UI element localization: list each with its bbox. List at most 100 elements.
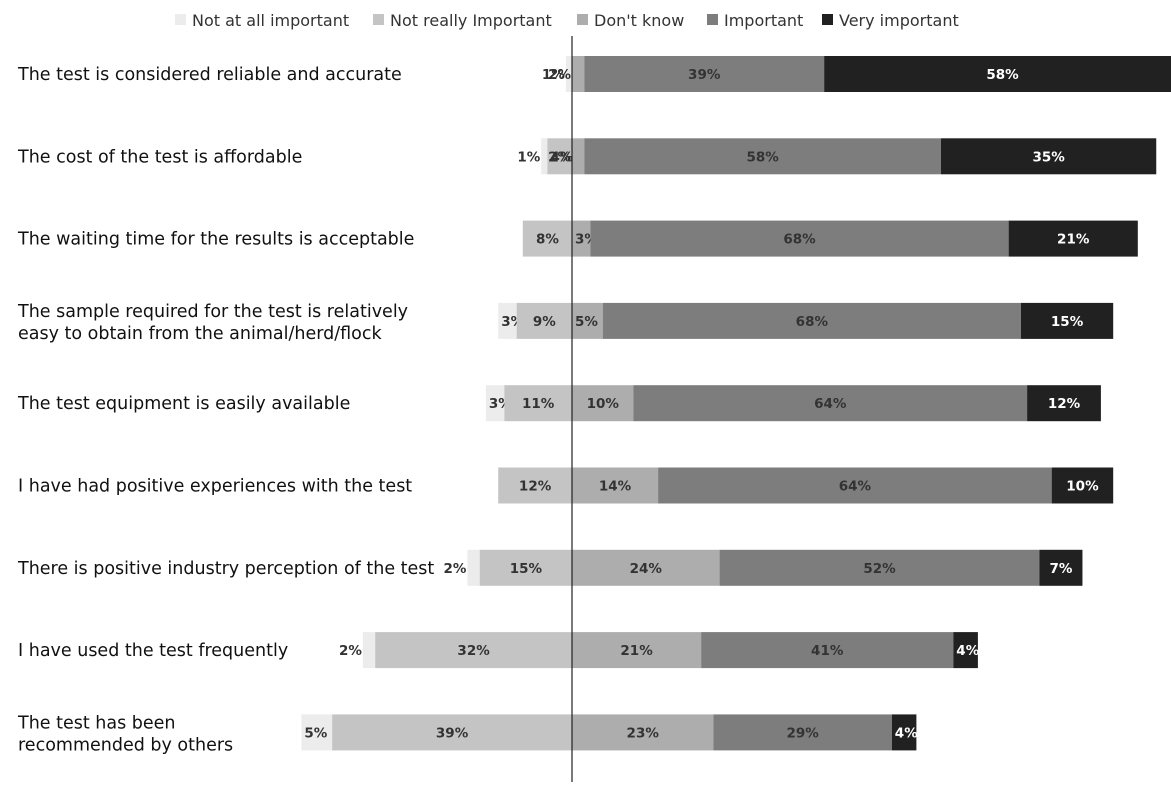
category-label: The waiting time for the results is acce… bbox=[17, 230, 414, 250]
bar-value-label: 8% bbox=[536, 232, 559, 248]
bar-value-label: 35% bbox=[1032, 149, 1065, 165]
legend-label: Not at all important bbox=[192, 11, 349, 30]
category-label-line: The test is considered reliable and accu… bbox=[17, 65, 402, 85]
legend-swatch bbox=[707, 14, 718, 25]
bar-segment bbox=[301, 714, 333, 751]
bar-value-label: 58% bbox=[746, 149, 779, 165]
bar-segment bbox=[522, 220, 572, 257]
bar-value-label: 15% bbox=[1051, 314, 1084, 330]
bar-value-label: 2% bbox=[444, 561, 467, 577]
bar-value-label: 39% bbox=[688, 67, 721, 83]
category-label-line: The cost of the test is affordable bbox=[17, 147, 302, 167]
bar-value-label: 9% bbox=[533, 314, 556, 330]
bar-segment bbox=[1051, 467, 1114, 504]
category-label: The sample required for the test is rela… bbox=[17, 302, 408, 344]
bar-value-label: 5% bbox=[575, 314, 598, 330]
bar-value-label: 64% bbox=[839, 479, 872, 495]
category-label-line: The sample required for the test is rela… bbox=[17, 302, 408, 322]
legend-swatch bbox=[822, 14, 833, 25]
category-label-line: recommended by others bbox=[18, 735, 233, 755]
bar-segment bbox=[1020, 302, 1114, 339]
bar-segment bbox=[332, 714, 572, 751]
bar-segment bbox=[824, 56, 1171, 92]
bar-segment bbox=[602, 302, 1021, 339]
bar-segment bbox=[572, 632, 702, 669]
bar-segment bbox=[572, 385, 634, 422]
bar-segment bbox=[498, 302, 517, 339]
bar-segment bbox=[941, 138, 1157, 175]
bar-value-label: 4% bbox=[895, 725, 918, 741]
bar-segment bbox=[572, 549, 720, 586]
bar-value-label: 4% bbox=[956, 643, 979, 659]
bar-value-label: 23% bbox=[627, 725, 660, 741]
bar-value-label: 58% bbox=[986, 67, 1019, 83]
legend-label: Not really Important bbox=[390, 11, 552, 30]
bar-segment bbox=[572, 467, 659, 504]
bars: 1%2% 39% 58%1% 4%2% 58% 35%8% 3% 68% 21%3% 9% 5% 68… bbox=[301, 56, 1171, 751]
bar-segment bbox=[572, 56, 585, 92]
bar-segment bbox=[572, 302, 603, 339]
bar-value-label: 24% bbox=[630, 561, 663, 577]
bar-value-label: 1% bbox=[542, 67, 565, 83]
category-label-line: There is positive industry perception of… bbox=[17, 559, 434, 579]
bar-value-label: 10% bbox=[1066, 479, 1099, 495]
category-label: The cost of the test is affordable bbox=[17, 147, 302, 167]
bar-segment bbox=[1039, 549, 1083, 586]
bar-segment bbox=[375, 632, 572, 669]
bar-segment bbox=[572, 220, 591, 257]
category-label: I have had positive experiences with the… bbox=[18, 477, 412, 497]
bar-segment bbox=[1027, 385, 1101, 422]
bar-value-label: 10% bbox=[587, 396, 620, 412]
category-label-line: The waiting time for the results is acce… bbox=[17, 230, 414, 250]
bar-segment bbox=[485, 385, 505, 422]
bar-segment bbox=[467, 549, 480, 586]
bar-segment bbox=[584, 138, 941, 175]
category-label-line: I have had positive experiences with the… bbox=[18, 477, 412, 497]
category-label-line: The test equipment is easily available bbox=[17, 394, 350, 414]
bar-value-label: 15% bbox=[510, 561, 543, 577]
bar-segment bbox=[1008, 220, 1138, 257]
bar-segment bbox=[572, 138, 585, 175]
legend-swatch bbox=[373, 14, 384, 25]
bar-segment bbox=[713, 714, 892, 751]
bar-segment bbox=[504, 385, 572, 422]
category-label: The test is considered reliable and accu… bbox=[17, 65, 402, 85]
bar-value-label: 41% bbox=[811, 643, 844, 659]
bar-value-label: 32% bbox=[457, 643, 490, 659]
bar-value-label: 39% bbox=[436, 725, 469, 741]
bar-segment bbox=[565, 56, 572, 92]
legend-label: Important bbox=[724, 11, 803, 30]
bar-value-label: 21% bbox=[1057, 232, 1090, 248]
bar-value-label: 4% bbox=[550, 149, 573, 165]
bar-segment bbox=[633, 385, 1028, 422]
bar-value-label: 64% bbox=[814, 396, 847, 412]
bar-value-label: 1% bbox=[517, 149, 540, 165]
category-label: I have used the test frequently bbox=[18, 641, 288, 661]
category-label-line: easy to obtain from the animal/herd/floc… bbox=[18, 324, 382, 344]
legend-label: Very important bbox=[839, 11, 959, 30]
bar-segment bbox=[584, 56, 825, 92]
bar-value-label: 5% bbox=[304, 725, 327, 741]
bar-segment bbox=[701, 632, 954, 669]
bar-segment bbox=[541, 138, 548, 175]
category-label: The test equipment is easily available bbox=[17, 394, 350, 414]
bar-segment bbox=[590, 220, 1009, 257]
bar-value-label: 7% bbox=[1049, 561, 1072, 577]
bar-value-label: 2% bbox=[548, 67, 571, 83]
bar-value-label: 21% bbox=[620, 643, 653, 659]
bar-segment bbox=[498, 467, 572, 504]
bar-value-label: 2% bbox=[548, 149, 571, 165]
bar-segment bbox=[362, 632, 376, 669]
category-labels: The test is considered reliable and accu… bbox=[17, 65, 434, 755]
bar-segment bbox=[572, 714, 714, 751]
bar-value-label: 2% bbox=[339, 643, 362, 659]
bar-value-label: 29% bbox=[786, 725, 819, 741]
bar-segment bbox=[547, 138, 572, 175]
bar-segment bbox=[719, 549, 1040, 586]
bar-value-label: 12% bbox=[1048, 396, 1081, 412]
category-label: The test has been recommended by others bbox=[17, 713, 233, 755]
bar-segment bbox=[891, 714, 917, 751]
bar-segment bbox=[516, 302, 572, 339]
bar-value-label: 11% bbox=[522, 396, 555, 412]
